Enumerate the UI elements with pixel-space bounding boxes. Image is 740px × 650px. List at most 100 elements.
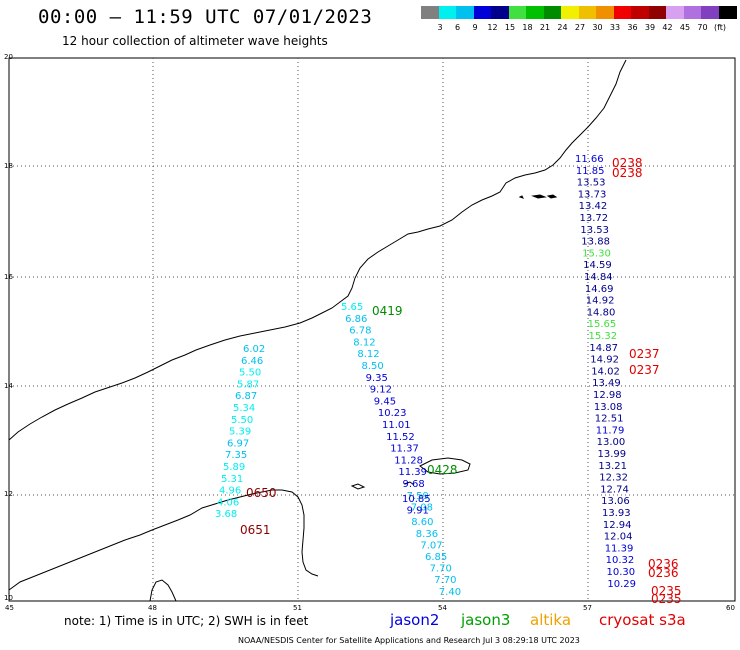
wave-height-value: 11.01: [382, 420, 411, 431]
wave-height-value: 14.87: [589, 343, 618, 354]
colorbar-label: 45: [679, 23, 691, 32]
coastline: [8, 59, 627, 441]
y-tick-label: 20: [4, 53, 13, 61]
wave-height-value: 10.30: [607, 567, 636, 578]
wave-height-value: 7.35: [225, 450, 247, 461]
wave-height-value: 14.84: [584, 272, 613, 283]
wave-height-value: 6.87: [235, 391, 257, 402]
colorbar-label: 21: [539, 23, 551, 32]
wave-height-value: 14.59: [583, 260, 612, 271]
colorbar-label: 30: [592, 23, 603, 32]
socotra-island: [419, 457, 471, 475]
colorbar-swatch: [543, 6, 562, 19]
colorbar-swatch: [456, 6, 474, 19]
wave-height-value: 11.37: [390, 444, 419, 455]
y-tick-label: 12: [4, 490, 13, 498]
wave-height-value: 13.72: [580, 213, 609, 224]
wave-height-value: 13.06: [601, 496, 630, 507]
colorbar-label: (ft): [713, 23, 727, 32]
map-subtitle: 12 hour collection of altimeter wave hei…: [62, 34, 328, 48]
colorbar-label: 15: [504, 23, 516, 32]
wave-height-value: 5.39: [229, 427, 251, 438]
wave-height-value: 11.28: [394, 455, 423, 466]
wave-height-value: 6.97: [227, 438, 249, 449]
wave-height-value: 10.23: [378, 408, 407, 419]
wave-height-value: 8.12: [357, 349, 379, 360]
colorbar-swatch: [421, 6, 439, 19]
colorbar-label: 6: [454, 23, 461, 32]
pass-time-label: 0651: [240, 523, 271, 537]
wave-height-value: 9.35: [366, 373, 388, 384]
colorbar-swatch: [508, 6, 527, 19]
wave-height-value: 14.02: [591, 366, 620, 377]
wave-height-value: 5.50: [231, 415, 253, 426]
legend-jason2: jason2: [390, 611, 440, 629]
wave-height-value: 5.50: [239, 368, 261, 379]
wave-height-value: 6.85: [425, 552, 447, 563]
islet-1: [350, 483, 366, 490]
pass-time-label: 0650: [246, 486, 277, 500]
x-tick-label: 60: [726, 604, 735, 612]
colorbar-swatch: [561, 6, 579, 19]
wave-height-value: 8.12: [353, 337, 375, 348]
wave-height-value: 6.86: [345, 314, 367, 325]
y-tick-label: 16: [4, 273, 13, 281]
wave-height-value: 9.45: [374, 396, 396, 407]
map-title: 00:00 – 11:59 UTC 07/01/2023: [38, 6, 373, 28]
pass-time-label: 0235: [651, 584, 682, 598]
altimeter-tracks: 6.026.465.505.876.875.345.505.396.977.35…: [215, 154, 682, 606]
wave-height-value: 12.04: [604, 532, 633, 543]
islet-3: [531, 194, 547, 199]
wave-height-value: 5.89: [223, 462, 245, 473]
wave-height-value: 9.12: [370, 385, 392, 396]
wave-height-value: 13.73: [578, 189, 607, 200]
islet-5: [518, 195, 524, 199]
wave-height-value: 6.78: [349, 326, 371, 337]
wave-height-value: 7.40: [439, 587, 461, 598]
y-tick-label: 14: [4, 382, 13, 390]
colorbar-swatch: [596, 6, 614, 19]
islet-4: [546, 194, 558, 199]
wave-height-value: 11.66: [575, 154, 604, 165]
wave-height-value: 13.49: [592, 378, 621, 389]
wave-height-value: 15.32: [589, 331, 618, 342]
colorbar-swatch: [683, 6, 702, 19]
y-tick-label: 18: [4, 162, 13, 170]
gulf-coast-south: [149, 579, 177, 602]
wave-height-value: 10.32: [606, 555, 635, 566]
wave-height-value: 7.07: [420, 540, 442, 551]
wave-height-value: 5.31: [221, 474, 243, 485]
colorbar-swatch: [578, 6, 597, 19]
x-tick-label: 45: [5, 604, 14, 612]
wave-height-value: 12.74: [600, 484, 629, 495]
wave-height-value: 13.53: [580, 225, 609, 236]
pass-time-label: 0235: [651, 592, 682, 606]
colorbar-label: 36: [627, 23, 638, 32]
colorbar-label: 39: [644, 23, 656, 32]
wave-height-value: 13.08: [594, 402, 623, 413]
wave-height-value: 14.92: [586, 296, 615, 307]
wave-height-value: 13.99: [598, 449, 627, 460]
pass-time-label: 0238: [612, 166, 643, 180]
colorbar-label: 33: [609, 23, 621, 32]
pass-time-label: 0428: [427, 463, 458, 477]
colorbar-swatch: [491, 6, 509, 19]
y-tick-label: 10: [4, 594, 13, 602]
wave-height-value: 12.51: [595, 414, 624, 425]
pass-time-label: 0236: [648, 566, 679, 580]
x-tick-label: 48: [148, 604, 157, 612]
colorbar-label: 12: [487, 23, 498, 32]
wave-height-value: 15.65: [588, 319, 617, 330]
colorbar-swatch: [666, 6, 684, 19]
colorbar-label: 24: [557, 23, 568, 32]
colorbar-swatch: [526, 6, 544, 19]
wave-height-value: 10.85: [402, 494, 431, 505]
colorbar-label: 3: [437, 23, 443, 32]
credit-line: NOAA/NESDIS Center for Satellite Applica…: [238, 636, 580, 645]
colorbar-swatch: [648, 6, 667, 19]
wave-height-value: 5.34: [233, 403, 255, 414]
wave-height-value: 13.93: [602, 508, 631, 519]
islet-2: [403, 481, 415, 486]
wave-height-value: 11.79: [596, 425, 625, 436]
wave-height-value: 5.65: [341, 302, 363, 313]
